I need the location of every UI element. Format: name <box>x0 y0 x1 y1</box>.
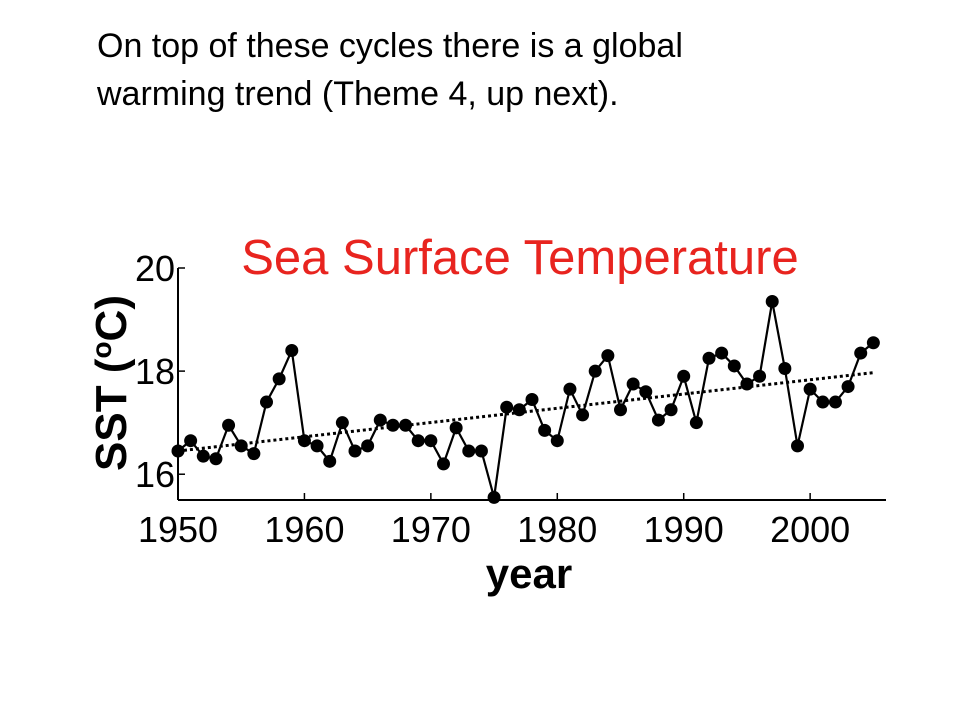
slide-text: On top of these cycles there is a global… <box>97 22 897 118</box>
slide-text-line2: warming trend (Theme 4, up next). <box>97 75 619 113</box>
data-point-1983 <box>588 364 602 378</box>
data-point-1952 <box>196 449 210 463</box>
data-point-2002 <box>828 395 842 409</box>
chart-title: Sea Surface Temperature <box>241 231 798 285</box>
data-point-1978 <box>525 392 539 406</box>
data-point-2003 <box>841 380 855 394</box>
x-tick-label-2000: 2000 <box>770 509 850 550</box>
data-point-1962 <box>323 454 337 468</box>
data-point-1986 <box>626 377 640 391</box>
data-point-1968 <box>399 418 413 432</box>
data-point-1998 <box>778 362 792 376</box>
data-point-1993 <box>715 346 729 360</box>
data-point-1991 <box>689 416 703 430</box>
data-point-1955 <box>234 439 248 453</box>
data-point-1966 <box>373 413 387 427</box>
data-point-1976 <box>500 400 514 414</box>
data-point-1992 <box>702 351 716 365</box>
x-tick-label-1980: 1980 <box>517 509 597 550</box>
x-tick-label-1970: 1970 <box>391 509 471 550</box>
y-tick-label-16: 16 <box>135 454 175 495</box>
data-point-1984 <box>601 349 615 363</box>
y-tick-label-20: 20 <box>135 248 175 289</box>
data-point-1989 <box>664 403 678 417</box>
data-point-1997 <box>765 295 779 309</box>
plot-area: 1950 1960 1970 1980 1990 2000 16 18 20 <box>135 248 886 550</box>
x-tick-label-1950: 1950 <box>138 509 218 550</box>
data-point-1960 <box>297 434 311 448</box>
data-point-1971 <box>437 457 450 471</box>
data-point-1965 <box>361 439 375 453</box>
data-point-1988 <box>651 413 665 427</box>
data-point-1974 <box>474 444 488 458</box>
data-point-2001 <box>816 395 830 409</box>
data-point-1987 <box>639 385 653 399</box>
data-point-1980 <box>550 434 564 448</box>
data-point-1979 <box>538 423 552 437</box>
y-axis-label: SST (oC) <box>86 295 137 471</box>
data-point-1969 <box>411 434 425 448</box>
x-tick-label-1990: 1990 <box>644 509 724 550</box>
data-point-1981 <box>563 382 577 396</box>
data-point-1970 <box>424 434 438 448</box>
data-point-1961 <box>310 439 324 453</box>
data-point-1959 <box>285 343 299 357</box>
data-point-1977 <box>512 403 526 417</box>
data-point-1957 <box>260 395 273 409</box>
data-point-1995 <box>740 377 754 391</box>
data-point-2005 <box>866 336 880 350</box>
slide-text-line1: On top of these cycles there is a global <box>97 27 683 65</box>
data-point-2004 <box>854 346 868 360</box>
data-point-1994 <box>727 359 741 373</box>
y-axis-label-superscript: o <box>86 341 117 358</box>
data-point-1985 <box>614 403 627 417</box>
data-point-1999 <box>791 439 804 453</box>
data-point-1982 <box>576 408 590 422</box>
data-point-1956 <box>247 447 261 461</box>
data-point-1964 <box>348 444 362 458</box>
data-point-1972 <box>449 421 463 435</box>
x-axis-label: year <box>486 550 572 597</box>
data-point-1975 <box>487 490 501 504</box>
data-point-1973 <box>462 444 476 458</box>
data-point-1990 <box>677 369 691 383</box>
data-point-1996 <box>753 369 767 383</box>
trend-line <box>177 371 874 453</box>
y-tick-label-18: 18 <box>135 351 175 392</box>
x-tick-label-1960: 1960 <box>264 509 344 550</box>
data-point-1954 <box>222 418 236 432</box>
data-point-1953 <box>209 452 223 466</box>
data-point-1967 <box>386 418 400 432</box>
data-point-1951 <box>184 434 198 448</box>
data-point-2000 <box>803 382 817 396</box>
data-point-1963 <box>335 416 349 430</box>
data-point-1958 <box>272 372 286 386</box>
data-point-1950 <box>171 444 185 458</box>
